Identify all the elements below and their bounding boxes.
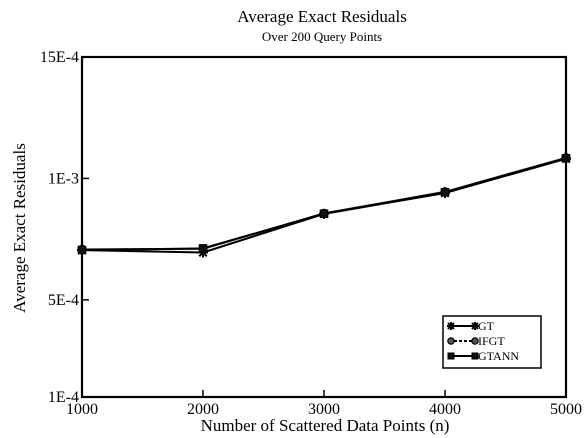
legend-entry-gt: GT	[447, 319, 495, 333]
data-point-gtann	[561, 154, 571, 163]
x-tick-label: 5000	[550, 401, 582, 418]
legend-marker	[447, 352, 455, 360]
series-ifgt	[77, 153, 571, 254]
legend-marker	[447, 337, 455, 345]
y-tick-label: 5E-4	[48, 292, 79, 309]
data-point-gtann	[198, 244, 208, 253]
series-line-gtann	[81, 157, 567, 252]
series-line-gt	[81, 157, 567, 254]
y-tick-label: 1E-4	[48, 389, 79, 406]
legend-label: GT	[478, 319, 495, 333]
legend-entry-gtann: GTANN	[447, 349, 519, 363]
x-tick-label: 1000	[66, 401, 98, 418]
legend-entry-ifgt: IFGT	[447, 334, 505, 348]
legend-label: IFGT	[478, 334, 505, 348]
chart-title: Average Exact Residuals	[237, 7, 407, 26]
y-axis-ticks: 1E-4 5E-4 1E-3 15E-4	[40, 49, 89, 406]
legend-marker	[447, 322, 455, 330]
series-gt	[77, 153, 571, 258]
x-tick-label: 2000	[187, 401, 219, 418]
legend-label: GTANN	[478, 349, 519, 363]
legend-marker	[471, 322, 479, 330]
data-point-gtann	[319, 209, 329, 218]
x-axis-label: Number of Scattered Data Points (n)	[201, 416, 450, 435]
data-point-gtann	[77, 245, 87, 255]
y-axis-label: Average Exact Residuals	[10, 143, 29, 313]
series-layer	[77, 153, 571, 258]
x-tick-label: 4000	[429, 401, 461, 418]
chart-subtitle: Over 200 Query Points	[262, 29, 382, 44]
x-axis-ticks: 1000 2000 3000 4000 5000	[66, 390, 582, 418]
x-tick-label: 3000	[308, 401, 340, 418]
series-gtann	[77, 154, 571, 255]
y-tick-label: 1E-3	[48, 170, 79, 187]
y-tick-label: 15E-4	[40, 49, 79, 66]
data-point-gtann	[440, 188, 450, 197]
legend-marker	[471, 352, 479, 360]
series-line-ifgt	[81, 156, 567, 251]
legend-marker	[471, 337, 479, 345]
